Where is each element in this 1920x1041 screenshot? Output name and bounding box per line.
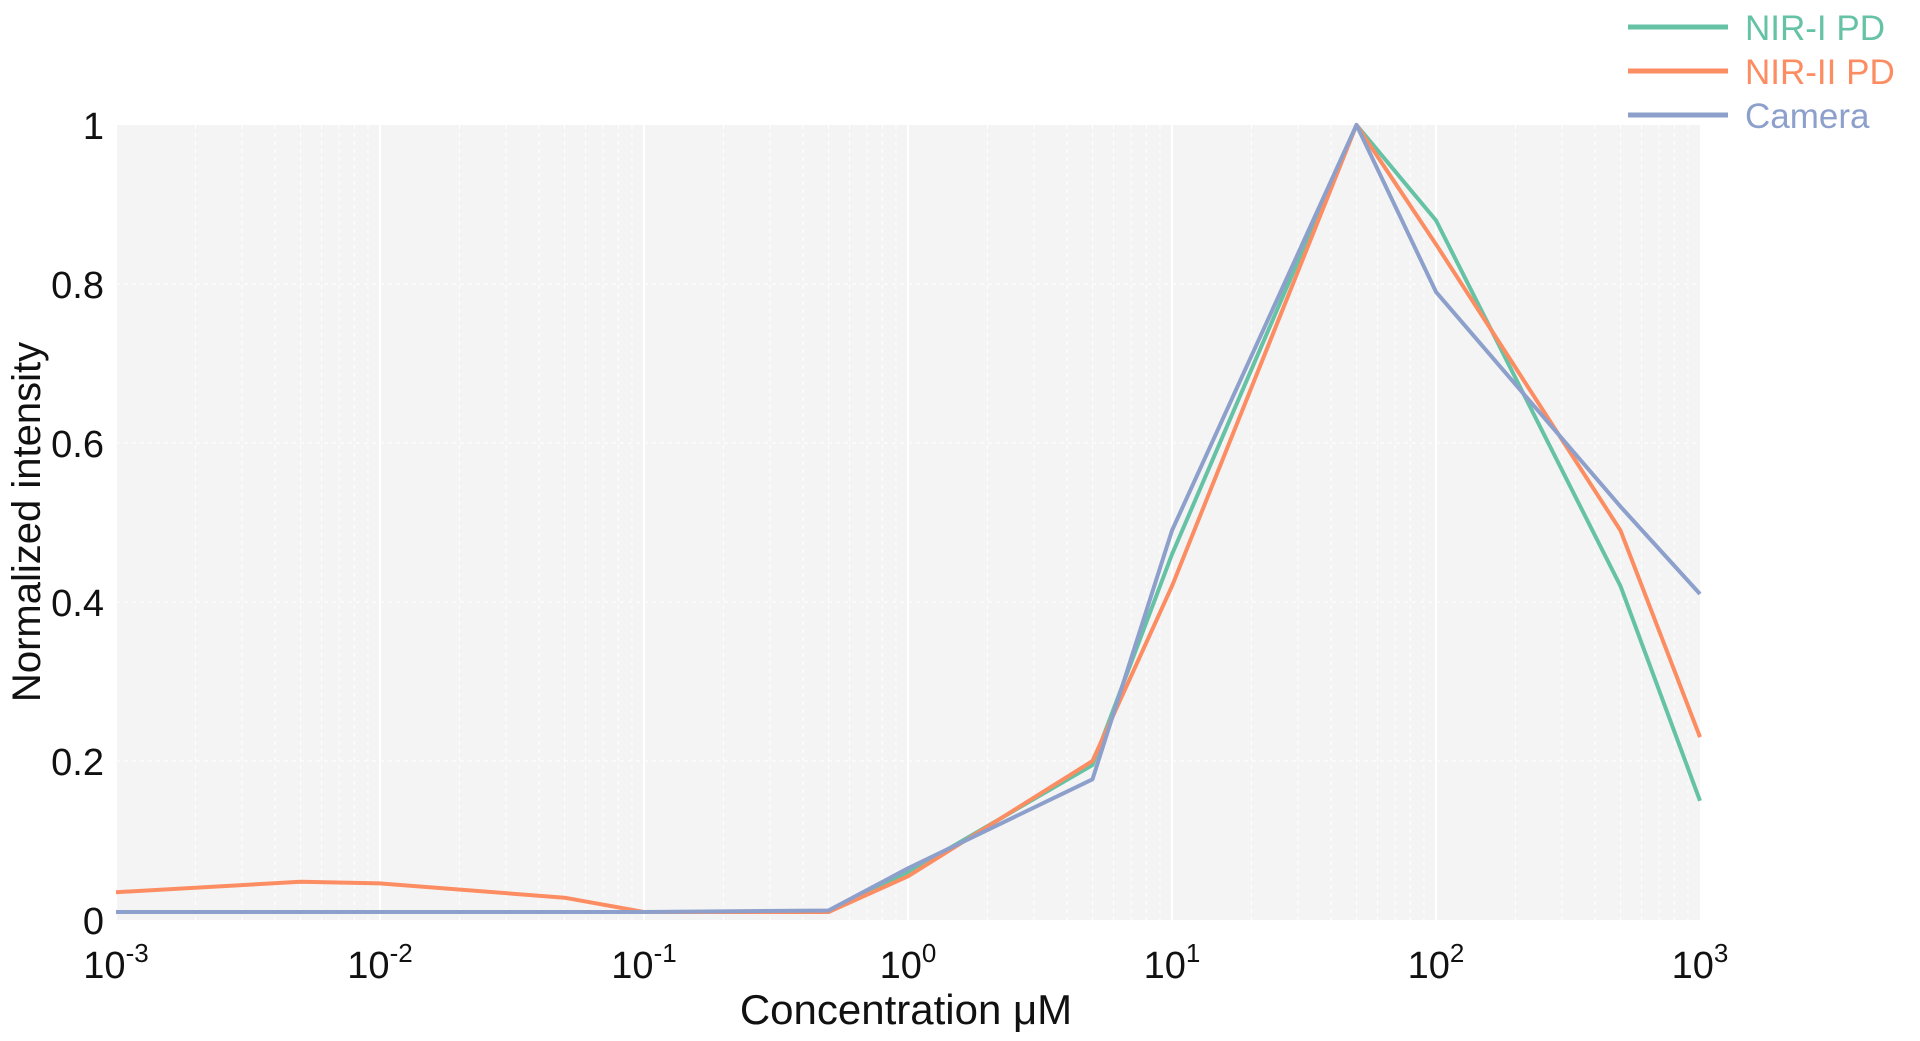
grid [115,125,1700,920]
series-line-2 [115,123,1702,914]
y-tick-label: 0.2 [51,742,104,784]
y-axis-ticks: 0 0.2 0.4 0.6 0.8 1 [51,106,104,943]
y-axis-label: Normalized intensity [5,342,49,702]
x-tick-label: 10-2 [347,938,412,987]
x-tick-label: 100 [880,938,937,987]
y-tick-label: 1 [83,106,104,148]
y-tick-label: 0.8 [51,265,104,307]
y-tick-label: 0 [83,901,104,943]
x-axis-label: Concentration μM [740,986,1072,1033]
legend-label-3: Camera [1745,97,1870,136]
series-lines [115,123,1702,914]
legend-label-2: NIR-II PD [1745,53,1895,92]
series-line-3 [116,123,1702,914]
y-tick-label: 0.4 [51,583,104,625]
x-tick-label: 10-1 [611,938,676,987]
x-tick-label: 10-3 [83,938,148,987]
y-tick-label: 0.6 [51,424,104,466]
x-tick-label: 101 [1144,938,1201,987]
x-tick-label: 103 [1672,938,1729,987]
legend: NIR-I PD NIR-II PD Camera [1628,9,1895,136]
legend-label-1: NIR-I PD [1745,9,1885,48]
x-tick-label: 102 [1408,938,1465,987]
x-axis-ticks: 10-3 10-2 10-1 100 101 102 103 [83,938,1728,987]
